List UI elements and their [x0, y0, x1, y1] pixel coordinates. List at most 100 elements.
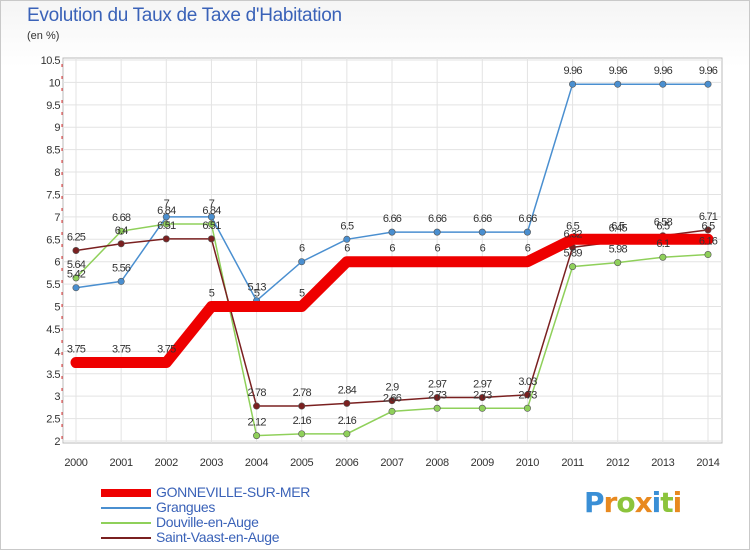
x-tick-label: 2002 — [155, 457, 178, 469]
y-tick-label: 3 — [54, 391, 60, 403]
data-label: 6.25 — [67, 232, 86, 244]
data-label: 6.68 — [112, 212, 131, 224]
data-point — [704, 226, 712, 234]
data-point — [298, 430, 306, 438]
series-line — [70, 233, 714, 369]
y-tick-label: 3.5 — [46, 369, 60, 381]
legend-label: Grangues — [156, 499, 216, 515]
data-label: 6.45 — [609, 223, 628, 235]
data-point — [162, 235, 170, 243]
data-label: 2.73 — [473, 389, 492, 401]
data-label: 6 — [525, 243, 531, 255]
data-point — [433, 394, 441, 402]
data-label: 9.96 — [609, 65, 628, 77]
data-label: 6.5 — [611, 220, 625, 232]
data-label: 2.12 — [247, 417, 266, 429]
data-label: 2.84 — [338, 384, 357, 396]
data-label: 5 — [299, 288, 305, 300]
logo-letter: x — [634, 486, 653, 519]
data-label: 2.16 — [338, 415, 357, 427]
y-tick-label: 2.5 — [46, 414, 60, 426]
x-tick-label: 2014 — [696, 457, 719, 469]
data-label: 2.97 — [473, 379, 492, 391]
data-label: 6 — [389, 243, 395, 255]
data-label: 5.42 — [67, 269, 86, 281]
data-point — [388, 397, 396, 405]
data-label: 6 — [344, 243, 350, 255]
data-label: 6.5 — [566, 220, 580, 232]
data-label: 6.1 — [656, 238, 670, 250]
legend-swatch — [101, 537, 151, 539]
data-point — [117, 227, 125, 235]
data-point — [72, 284, 80, 292]
data-label: 2.9 — [386, 382, 400, 394]
y-tick-label: 8 — [54, 167, 60, 179]
data-label: 3.03 — [518, 376, 537, 388]
data-point — [162, 220, 170, 228]
data-label: 6.66 — [473, 213, 492, 225]
data-label: 6 — [299, 243, 305, 255]
data-point — [298, 258, 306, 266]
data-point — [207, 235, 215, 243]
data-label: 7 — [164, 198, 170, 210]
data-point — [72, 274, 80, 282]
x-tick-label: 2006 — [335, 457, 358, 469]
data-point — [388, 407, 396, 415]
data-point — [704, 80, 712, 88]
data-label: 2.73 — [428, 389, 447, 401]
x-tick-label: 2012 — [606, 457, 629, 469]
data-label: 6.66 — [383, 213, 402, 225]
y-tick-label: 9 — [54, 122, 60, 134]
y-tick-label: 9.5 — [46, 100, 60, 112]
data-label: 9.96 — [563, 65, 582, 77]
data-label: 6 — [434, 243, 440, 255]
data-label: 3.75 — [157, 344, 176, 356]
data-label: 2.97 — [428, 379, 447, 391]
legend-swatch — [101, 489, 151, 497]
data-point — [478, 394, 486, 402]
legend-item: Douville-en-Auge — [101, 514, 421, 530]
legend-item: Saint-Vaast-en-Auge — [101, 529, 421, 545]
data-point — [343, 430, 351, 438]
proxiti-logo: Proxiti — [584, 486, 682, 519]
data-point — [253, 402, 261, 410]
legend-item: GONNEVILLE-SUR-MER — [101, 484, 421, 500]
data-label: 5 — [209, 288, 215, 300]
y-tick-label: 8.5 — [46, 145, 60, 157]
data-label: 9.96 — [699, 65, 718, 77]
data-point — [343, 399, 351, 407]
data-point — [343, 235, 351, 243]
y-tick-label: 7.5 — [46, 189, 60, 201]
y-tick-label: 6 — [54, 257, 60, 269]
data-point — [523, 391, 531, 399]
legend-label: Douville-en-Auge — [156, 514, 259, 530]
data-label: 6.5 — [702, 220, 716, 232]
legend-swatch — [101, 507, 151, 509]
x-tick-label: 2004 — [245, 457, 268, 469]
data-label: 5.56 — [112, 262, 131, 274]
data-label: 6.32 — [563, 228, 582, 240]
data-point — [253, 432, 261, 440]
data-point — [298, 402, 306, 410]
data-point — [433, 228, 441, 236]
data-point — [659, 80, 667, 88]
y-tick-label: 4 — [54, 346, 60, 358]
data-point — [72, 247, 80, 255]
x-tick-label: 2003 — [200, 457, 223, 469]
y-tick-label: 6.5 — [46, 234, 60, 246]
data-point — [478, 404, 486, 412]
data-point — [704, 251, 712, 259]
x-tick-label: 2009 — [471, 457, 494, 469]
data-label: 6.51 — [202, 220, 221, 232]
series-gonneville-sur-mer — [70, 233, 714, 369]
data-point — [659, 253, 667, 261]
y-tick-label: 7 — [54, 212, 60, 224]
x-tick-label: 2005 — [290, 457, 313, 469]
logo-letter: i — [651, 486, 662, 519]
data-label: 7 — [209, 198, 215, 210]
data-label: 6.16 — [699, 236, 718, 248]
logo-letter: r — [603, 486, 618, 519]
data-point — [207, 220, 215, 228]
